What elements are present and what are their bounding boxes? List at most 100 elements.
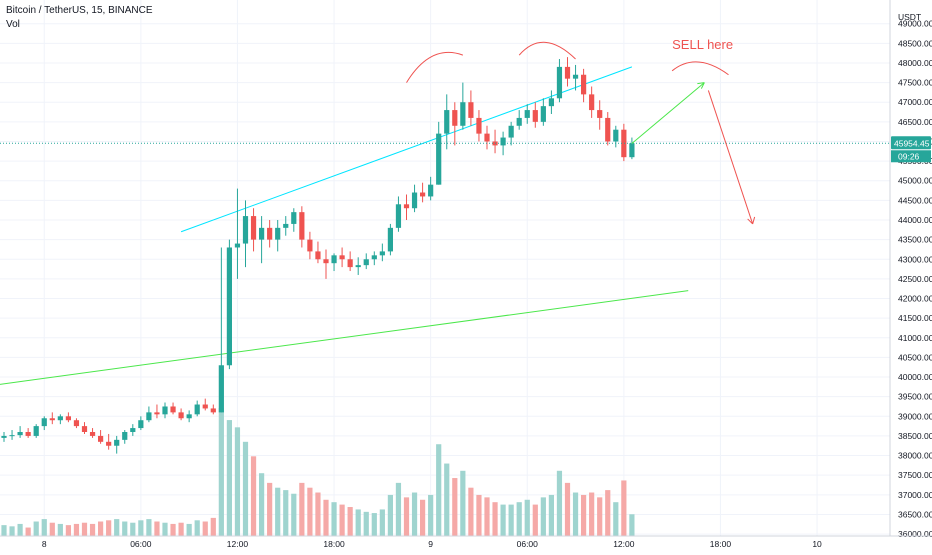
candle-body	[1, 435, 7, 438]
x-tick-label: 10	[812, 539, 822, 549]
price-axis: 36000.00 36500.00 37000.00 37500.00 38000.00…	[889, 0, 932, 550]
candle-body	[170, 406, 176, 413]
volume-bar	[81, 522, 88, 536]
volume-bar	[379, 509, 385, 536]
volume-bar	[130, 522, 136, 536]
volume-bar	[9, 526, 15, 536]
volume-bar	[460, 470, 466, 536]
volume-bar	[170, 523, 176, 536]
candle-body	[452, 110, 458, 126]
candle-body	[379, 251, 385, 256]
candle-body	[267, 227, 273, 240]
y-tick-label: 44500.00	[898, 195, 932, 205]
y-tick-label: 40000.00	[898, 372, 932, 382]
volume-bar	[371, 513, 377, 536]
countdown-label: 09:26	[898, 151, 920, 161]
peak-arc-left	[406, 51, 464, 83]
candle-body	[347, 259, 353, 268]
candle-body	[621, 129, 627, 158]
y-tick-label: 43000.00	[898, 254, 932, 264]
volume-bar	[146, 519, 152, 536]
volume-bar	[476, 494, 482, 536]
time-axis: 8 06:00 12:00 18:00 9 06:00 12:00 18:00 10	[0, 535, 932, 549]
green-arrow-head	[697, 82, 705, 89]
volume-bar	[428, 494, 434, 536]
candle-body	[387, 227, 393, 252]
y-tick-label: 41000.00	[898, 333, 932, 343]
candle-body	[33, 426, 39, 436]
volume-bar	[299, 482, 305, 536]
candle-body	[307, 239, 313, 252]
volume-bar	[548, 494, 554, 536]
chart-header: Bitcoin / TetherUS, 15, BINANCE Vol	[6, 4, 153, 32]
volume-bar	[556, 470, 563, 536]
candle-body	[73, 420, 80, 427]
volume-bar	[250, 456, 257, 536]
candle-body	[589, 94, 595, 111]
volume-bar	[420, 499, 426, 536]
x-tick-label: 8	[42, 539, 47, 549]
candle-body	[106, 441, 112, 446]
candle-body	[202, 404, 208, 409]
candle-body	[548, 98, 554, 107]
volume-bar	[275, 487, 281, 536]
y-tick-label: 38000.00	[898, 451, 932, 461]
volume-bar	[106, 520, 112, 536]
volume-bar	[98, 521, 104, 536]
volume-bar	[629, 514, 635, 536]
y-tick-label: 36500.00	[898, 509, 932, 519]
candle-body	[259, 227, 265, 240]
volume-bar	[363, 511, 369, 536]
candles	[1, 57, 635, 454]
volume-bar	[234, 427, 241, 536]
candle-body	[250, 216, 257, 240]
volume-bar	[540, 497, 546, 536]
y-tick-label: 41500.00	[898, 313, 932, 323]
y-tick-label: 45000.00	[898, 176, 932, 186]
candle-body	[363, 259, 369, 266]
y-tick-label: 44000.00	[898, 215, 932, 225]
x-tick-label: 18:00	[323, 539, 345, 549]
volume-bar	[242, 441, 249, 536]
y-tick-label: 47500.00	[898, 78, 932, 88]
red-arrow-head	[747, 216, 756, 225]
candle-body	[17, 432, 23, 436]
candle-body	[323, 259, 329, 264]
trendlines	[0, 66, 689, 385]
last-price-tag	[891, 136, 931, 150]
candle-body	[572, 74, 579, 79]
candle-body	[395, 204, 402, 228]
volume-bar	[564, 482, 571, 536]
candle-body	[540, 106, 546, 122]
y-tick-label: 43500.00	[898, 235, 932, 245]
candle-body	[420, 192, 426, 197]
y-tick-label: 36000.00	[898, 529, 932, 539]
candle-body	[130, 428, 136, 432]
volume-bar	[613, 502, 619, 536]
candle-body	[605, 117, 611, 142]
x-tick-label: 18:00	[710, 539, 732, 549]
candle-body	[564, 66, 571, 79]
y-tick-label: 46500.00	[898, 117, 932, 127]
peak-arc-projected	[671, 61, 729, 76]
candle-body	[468, 102, 474, 118]
volume-bars	[1, 408, 635, 536]
candle-body	[25, 432, 31, 436]
volume-bar	[210, 517, 216, 536]
volume-bar	[323, 499, 329, 536]
volume-bar	[202, 521, 208, 536]
candle-body	[275, 227, 281, 240]
volume-bar	[468, 487, 474, 536]
volume-bar	[572, 492, 579, 536]
green-trendline	[0, 290, 689, 385]
price-axis-bg	[890, 0, 932, 550]
countdown-tag	[891, 150, 931, 163]
candle-body	[524, 110, 530, 118]
volume-bar	[484, 497, 490, 536]
volume-label: Vol	[6, 19, 20, 30]
volume-bar	[17, 523, 23, 536]
candle-body	[556, 66, 563, 99]
candle-body	[122, 432, 128, 440]
